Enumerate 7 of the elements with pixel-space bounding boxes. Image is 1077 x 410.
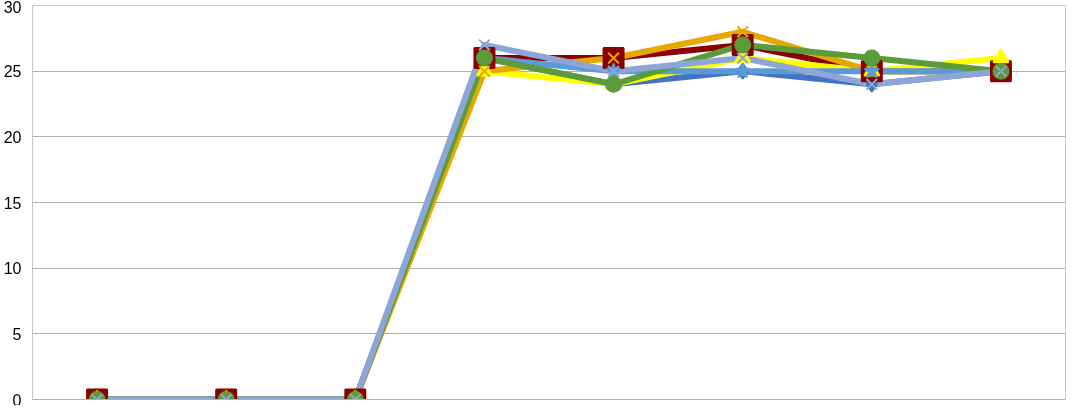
y-tick-label: 25: [3, 63, 22, 81]
y-tick-label: 20: [3, 128, 22, 146]
y-tick-label: 5: [12, 325, 22, 343]
y-tick-label: 15: [3, 194, 22, 212]
y-tick-label: 10: [3, 260, 22, 278]
y-tick-label: 0: [12, 391, 22, 409]
y-tick-label: 30: [3, 0, 22, 16]
